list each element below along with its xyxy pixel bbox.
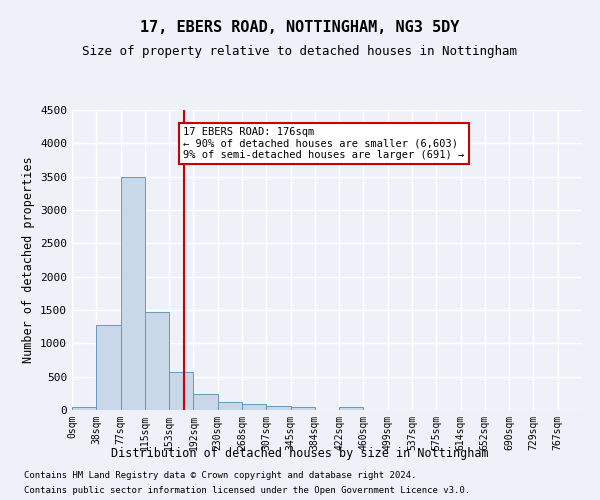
Y-axis label: Number of detached properties: Number of detached properties <box>22 156 35 364</box>
Bar <box>121 176 145 410</box>
Text: Contains public sector information licensed under the Open Government Licence v3: Contains public sector information licen… <box>24 486 470 495</box>
Text: Contains HM Land Registry data © Crown copyright and database right 2024.: Contains HM Land Registry data © Crown c… <box>24 471 416 480</box>
Bar <box>339 406 364 410</box>
Text: 17, EBERS ROAD, NOTTINGHAM, NG3 5DY: 17, EBERS ROAD, NOTTINGHAM, NG3 5DY <box>140 20 460 35</box>
Bar <box>193 394 218 410</box>
Text: Distribution of detached houses by size in Nottingham: Distribution of detached houses by size … <box>111 448 489 460</box>
Bar <box>145 312 169 410</box>
Bar <box>290 408 315 410</box>
Bar <box>266 406 290 410</box>
Bar <box>218 402 242 410</box>
Text: Size of property relative to detached houses in Nottingham: Size of property relative to detached ho… <box>83 45 517 58</box>
Bar <box>96 326 121 410</box>
Text: 17 EBERS ROAD: 176sqm
← 90% of detached houses are smaller (6,603)
9% of semi-de: 17 EBERS ROAD: 176sqm ← 90% of detached … <box>183 126 464 160</box>
Bar <box>72 406 96 410</box>
Bar <box>242 404 266 410</box>
Bar <box>169 372 193 410</box>
